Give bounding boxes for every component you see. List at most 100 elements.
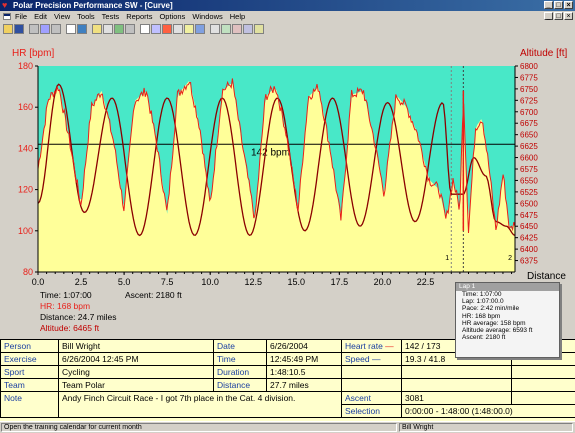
close-button[interactable]: × xyxy=(564,1,573,9)
empty-cell xyxy=(512,392,575,405)
x-tick-label: 7.5 xyxy=(161,277,174,287)
right-tick-label: 6450 xyxy=(520,222,538,231)
mdi-close-button[interactable]: × xyxy=(564,12,573,20)
lap-info-lap: Lap: 1:07:00.0 xyxy=(456,298,559,305)
menu-file[interactable]: File xyxy=(15,11,27,22)
zoom-icon[interactable] xyxy=(140,24,150,34)
filter-icon[interactable] xyxy=(173,24,183,34)
summary-icon[interactable] xyxy=(114,24,124,34)
ascent-value: 3081 xyxy=(402,392,512,405)
exercise-value: 6/26/2004 12:45 PM xyxy=(59,353,214,366)
right-tick-label: 6675 xyxy=(520,119,538,128)
globe-icon[interactable] xyxy=(77,24,87,34)
heart-icon: ♥ xyxy=(2,1,11,10)
heart-rate-label: Heart rate — xyxy=(342,340,402,353)
menu-reports[interactable]: Reports xyxy=(126,11,152,22)
x-tick-label: 5.0 xyxy=(118,277,131,287)
test-report-icon[interactable] xyxy=(254,24,264,34)
distance-axis-label: Distance xyxy=(527,271,566,282)
split-icon[interactable] xyxy=(195,24,205,34)
right-tick-label: 6375 xyxy=(520,257,538,266)
mdi-minimize-button[interactable]: _ xyxy=(544,12,553,20)
note-icon[interactable] xyxy=(184,24,194,34)
left-tick-label: 140 xyxy=(18,143,33,153)
monthly-report-icon[interactable] xyxy=(232,24,242,34)
altitude-axis-label: Altitude [ft] xyxy=(520,48,567,59)
left-tick-label: 160 xyxy=(18,102,33,112)
team-label: Team xyxy=(1,379,59,392)
right-tick-label: 6475 xyxy=(520,211,538,220)
person-label: Person xyxy=(1,340,59,353)
left-tick-label: 100 xyxy=(18,226,33,236)
distance-label: Distance xyxy=(214,379,267,392)
x-tick-label: 22.5 xyxy=(417,277,435,287)
menu-help[interactable]: Help xyxy=(230,11,245,22)
x-tick-label: 15.0 xyxy=(288,277,306,287)
window-title: Polar Precision Performance SW - [Curve] xyxy=(13,0,173,11)
menu-tools[interactable]: Tools xyxy=(77,11,95,22)
team-value: Team Polar xyxy=(59,379,214,392)
right-tick-label: 6750 xyxy=(520,85,538,94)
hr-icon[interactable] xyxy=(162,24,172,34)
mdi-restore-button[interactable]: □ xyxy=(554,12,563,20)
cursor-distance: Distance: 24.7 miles xyxy=(40,312,117,322)
speed-label: Speed — xyxy=(342,353,402,366)
document-icon[interactable] xyxy=(3,13,11,20)
menu-bar: File Edit View Tools Tests Reports Optio… xyxy=(0,11,575,22)
title-bar: ♥ Polar Precision Performance SW - [Curv… xyxy=(0,0,575,11)
lap-info-ascent: Ascent: 2180 ft xyxy=(456,334,559,341)
yearly-report-icon[interactable] xyxy=(243,24,253,34)
date-label: Date xyxy=(214,340,267,353)
save-icon[interactable] xyxy=(14,24,24,34)
x-tick-label: 0.0 xyxy=(32,277,45,287)
calendar-icon[interactable] xyxy=(66,24,76,34)
note-value: Andy Finch Circuit Race - I got 7th plac… xyxy=(59,392,342,418)
menu-windows[interactable]: Windows xyxy=(192,11,222,22)
right-tick-label: 6600 xyxy=(520,154,538,163)
compare-icon[interactable] xyxy=(151,24,161,34)
right-tick-label: 6400 xyxy=(520,245,538,254)
lap-marker-1: 1 xyxy=(445,255,449,262)
sport-value: Cycling xyxy=(59,366,214,379)
right-tick-label: 6625 xyxy=(520,142,538,151)
empty-cell xyxy=(512,366,575,379)
maximize-button[interactable]: □ xyxy=(554,1,563,9)
x-tick-label: 12.5 xyxy=(244,277,262,287)
average-hr-label: 142 bpm xyxy=(251,147,290,158)
menu-view[interactable]: View xyxy=(54,11,70,22)
right-tick-label: 6725 xyxy=(520,96,538,105)
time-value: 12:45:49 PM xyxy=(267,353,342,366)
lap-marker-2: 2 xyxy=(508,255,512,262)
right-tick-label: 6500 xyxy=(520,199,538,208)
lap-info-hr: HR: 168 bpm xyxy=(456,313,559,320)
empty-cell xyxy=(402,366,512,379)
exercise-label: Exercise xyxy=(1,353,59,366)
person-icon[interactable] xyxy=(29,24,39,34)
weekly-report-icon[interactable] xyxy=(221,24,231,34)
bar-chart-icon[interactable] xyxy=(125,24,135,34)
note-label: Note xyxy=(1,392,59,418)
monitor-icon[interactable] xyxy=(51,24,61,34)
duration-value: 1:48:10.5 xyxy=(267,366,342,379)
lap-icon[interactable] xyxy=(103,24,113,34)
right-tick-label: 6700 xyxy=(520,108,538,117)
selection-value: 0:00:00 - 1:48:00 (1:48:00.0) xyxy=(402,405,575,418)
menu-options[interactable]: Options xyxy=(159,11,185,22)
toolbar xyxy=(0,22,575,37)
x-tick-label: 2.5 xyxy=(75,277,88,287)
right-tick-label: 6575 xyxy=(520,165,538,174)
report-icon[interactable] xyxy=(210,24,220,34)
curve-icon[interactable] xyxy=(92,24,102,34)
duration-label: Duration xyxy=(214,366,267,379)
menu-edit[interactable]: Edit xyxy=(34,11,47,22)
left-tick-label: 180 xyxy=(18,61,33,71)
x-tick-label: 17.5 xyxy=(331,277,349,287)
distance-value: 27.7 miles xyxy=(267,379,342,392)
transfer-icon[interactable] xyxy=(40,24,50,34)
time-label: Time xyxy=(214,353,267,366)
menu-tests[interactable]: Tests xyxy=(102,11,120,22)
hr-axis-label: HR [bpm] xyxy=(12,48,54,59)
open-icon[interactable] xyxy=(3,24,13,34)
minimize-button[interactable]: _ xyxy=(544,1,553,9)
status-bar: Open the training calendar for current m… xyxy=(0,421,575,433)
